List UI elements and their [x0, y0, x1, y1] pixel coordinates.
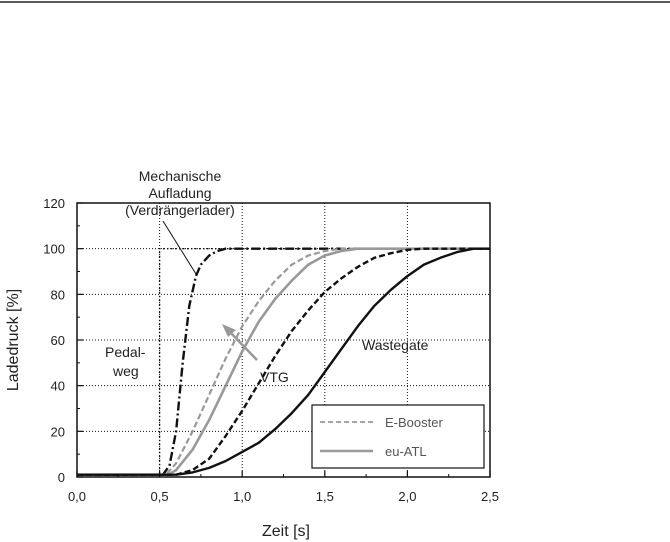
- y-tick-label-3: 60: [51, 333, 65, 348]
- arrow-shaft: [227, 329, 258, 361]
- annotation-vtg: VTG: [260, 369, 289, 385]
- y-tick-label-6: 120: [43, 196, 65, 211]
- y-tick-label-5: 100: [43, 242, 65, 257]
- improvement-arrow: [222, 324, 258, 361]
- annotation-mechanisch-line1: Mechanische: [139, 168, 222, 184]
- series-line-ebooster: [77, 247, 490, 476]
- y-tick-label-4: 80: [51, 287, 65, 302]
- x-tick-label-1: 0,5: [151, 489, 169, 504]
- x-tick-label-3: 1,5: [316, 489, 334, 504]
- annotation-pedal-line1: Pedal-: [105, 344, 146, 360]
- series-line-mech: [77, 247, 490, 476]
- annotation-wastegate: Wastegate: [362, 337, 429, 353]
- x-axis-label: Zeit [s]: [262, 523, 310, 540]
- x-tick-label-5: 2,5: [481, 489, 499, 504]
- series-line-wastegate: [77, 247, 490, 476]
- x-tick-label-2: 1,0: [233, 489, 251, 504]
- annotation-mechanisch-line3: (Verdrängerlader): [125, 202, 235, 218]
- series-line-euatl: [77, 247, 490, 477]
- y-tick-label-2: 40: [51, 379, 65, 394]
- tick-labels: 0,0 0,5 1,0 1,5 2,0 2,5 0 20 40 60 80 100 120: [43, 196, 499, 504]
- legend: E-Booster eu-ATL: [311, 404, 485, 469]
- y-tick-label-1: 20: [51, 424, 65, 439]
- annotation-mechanisch-line2: Aufladung: [148, 185, 211, 201]
- x-tick-label-4: 2,0: [398, 489, 416, 504]
- legend-label-euatl: eu-ATL: [385, 444, 427, 459]
- arrow-head: [222, 324, 236, 337]
- y-tick-label-0: 0: [58, 470, 65, 485]
- series-line-vtg: [77, 247, 490, 476]
- y-axis-label: Ladedruck [%]: [5, 289, 22, 391]
- annotation-pedal-line2: weg: [112, 363, 139, 379]
- annotation-mechanisch-leader: [162, 220, 197, 275]
- legend-label-ebooster: E-Booster: [385, 415, 443, 430]
- tick-marks: [76, 202, 491, 478]
- legend-box: [311, 404, 485, 469]
- x-tick-label-0: 0,0: [68, 489, 86, 504]
